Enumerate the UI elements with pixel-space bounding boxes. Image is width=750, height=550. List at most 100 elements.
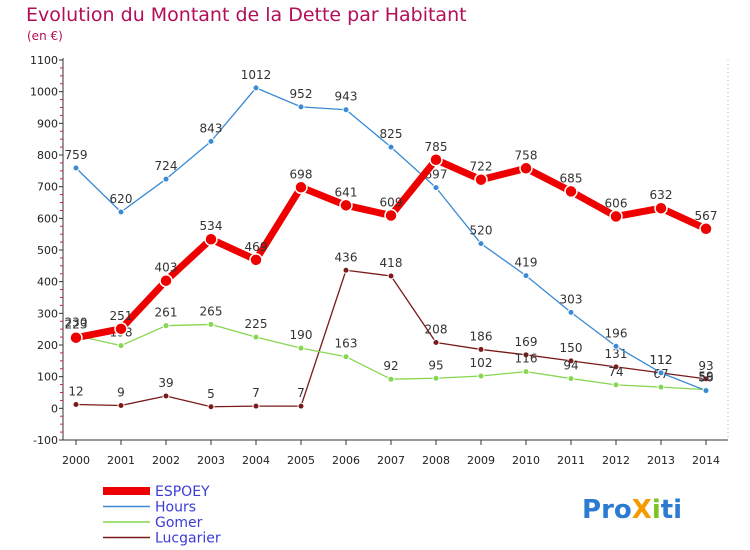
data-point-hours (297, 103, 305, 111)
data-label-lucgarier: 436 (335, 250, 358, 264)
data-point-espoey (519, 161, 533, 176)
y-tick-label: 200 (37, 339, 58, 352)
y-tick-label: 600 (37, 212, 58, 225)
data-label-hours: 943 (335, 90, 358, 104)
y-tick-label: -100 (33, 434, 58, 447)
data-label-gomer: 261 (155, 306, 178, 320)
data-point-hours (612, 342, 620, 350)
x-tick-label: 2005 (287, 454, 315, 467)
data-label-lucgarier: 150 (560, 341, 583, 355)
data-point-gomer (252, 333, 260, 341)
data-label-lucgarier: 418 (380, 256, 403, 270)
data-point-hours (702, 387, 710, 395)
x-tick-label: 2008 (422, 454, 450, 467)
data-point-hours (342, 106, 350, 114)
data-label-hours: 759 (65, 148, 88, 162)
data-label-espoey: 469 (245, 240, 268, 254)
data-point-gomer (567, 375, 575, 383)
data-label-espoey: 223 (65, 318, 88, 332)
x-tick-label: 2009 (467, 454, 495, 467)
x-tick-label: 2007 (377, 454, 405, 467)
data-point-espoey (69, 330, 83, 345)
x-tick-label: 2003 (197, 454, 225, 467)
data-label-hours: 843 (200, 121, 223, 135)
data-point-lucgarier (72, 401, 80, 409)
data-point-lucgarier (342, 266, 350, 274)
data-point-hours (252, 84, 260, 92)
data-label-espoey: 534 (200, 219, 223, 233)
data-point-espoey (294, 180, 308, 195)
data-point-lucgarier (297, 402, 305, 410)
data-label-espoey: 606 (605, 196, 628, 210)
data-label-espoey: 785 (425, 140, 448, 154)
x-tick-label: 2012 (602, 454, 630, 467)
y-tick-label: 1100 (30, 54, 58, 67)
data-point-espoey (384, 208, 398, 223)
data-point-espoey (114, 322, 128, 336)
data-label-gomer: 163 (335, 337, 358, 351)
x-tick-label: 2001 (107, 454, 135, 467)
data-label-gomer: 230 (65, 316, 88, 330)
data-point-hours (522, 272, 530, 280)
data-point-lucgarier (612, 363, 620, 371)
chart-title: Evolution du Montant de la Dette par Hab… (26, 4, 467, 26)
data-point-lucgarier (432, 338, 440, 346)
data-point-espoey (339, 198, 353, 213)
data-point-espoey (699, 222, 713, 236)
y-tick-label: 800 (37, 149, 58, 162)
data-point-lucgarier (477, 345, 485, 353)
x-tick-label: 2013 (647, 454, 675, 467)
data-point-gomer (207, 320, 215, 328)
x-tick-label: 2014 (692, 454, 720, 467)
data-label-lucgarier: 112 (650, 353, 673, 367)
data-label-hours: 620 (110, 192, 133, 206)
data-label-lucgarier: 186 (470, 329, 493, 343)
data-label-gomer: 59 (698, 370, 713, 384)
data-point-hours (432, 184, 440, 192)
data-label-espoey: 632 (650, 188, 673, 202)
data-point-hours (207, 137, 215, 145)
y-tick-label: 500 (37, 244, 58, 257)
data-point-lucgarier (702, 375, 710, 383)
y-tick-label: 900 (37, 117, 58, 130)
data-point-gomer (117, 342, 125, 350)
data-label-espoey: 403 (155, 261, 178, 275)
data-label-espoey: 758 (515, 148, 538, 162)
y-tick-label: 0 (51, 402, 58, 415)
data-label-hours: 520 (470, 224, 493, 238)
data-point-lucgarier (207, 403, 215, 411)
legend-label-hours: Hours (155, 500, 196, 516)
data-point-lucgarier (387, 272, 395, 280)
x-tick-label: 2002 (152, 454, 180, 467)
data-label-hours: 196 (605, 326, 628, 340)
data-point-gomer (342, 353, 350, 361)
data-point-hours (162, 175, 170, 183)
data-label-lucgarier: 169 (515, 335, 538, 349)
data-point-gomer (387, 375, 395, 383)
data-label-lucgarier: 39 (158, 376, 173, 390)
data-point-espoey (204, 232, 218, 246)
data-point-espoey (159, 273, 173, 288)
data-label-gomer: 116 (515, 352, 538, 366)
data-label-gomer: 92 (383, 359, 398, 373)
data-point-lucgarier (252, 402, 260, 410)
y-tick-label: 400 (37, 276, 58, 289)
data-point-hours (117, 208, 125, 216)
data-label-espoey: 722 (470, 160, 493, 174)
data-point-hours (567, 308, 575, 316)
data-label-espoey: 609 (380, 195, 403, 209)
data-point-gomer (612, 381, 620, 389)
data-point-gomer (162, 322, 170, 330)
data-label-hours: 952 (290, 87, 313, 101)
data-label-lucgarier: 9 (117, 385, 125, 399)
data-label-gomer: 225 (245, 317, 268, 331)
data-point-hours (657, 369, 665, 377)
data-label-lucgarier: 12 (68, 385, 83, 399)
data-label-espoey: 698 (290, 167, 313, 181)
data-label-lucgarier: 208 (425, 322, 448, 336)
chart-unit: (en €) (27, 29, 63, 43)
legend-label-espoey: ESPOEY (155, 484, 210, 500)
data-point-lucgarier (567, 357, 575, 365)
data-point-gomer (297, 344, 305, 352)
y-tick-label: 1000 (30, 86, 58, 99)
